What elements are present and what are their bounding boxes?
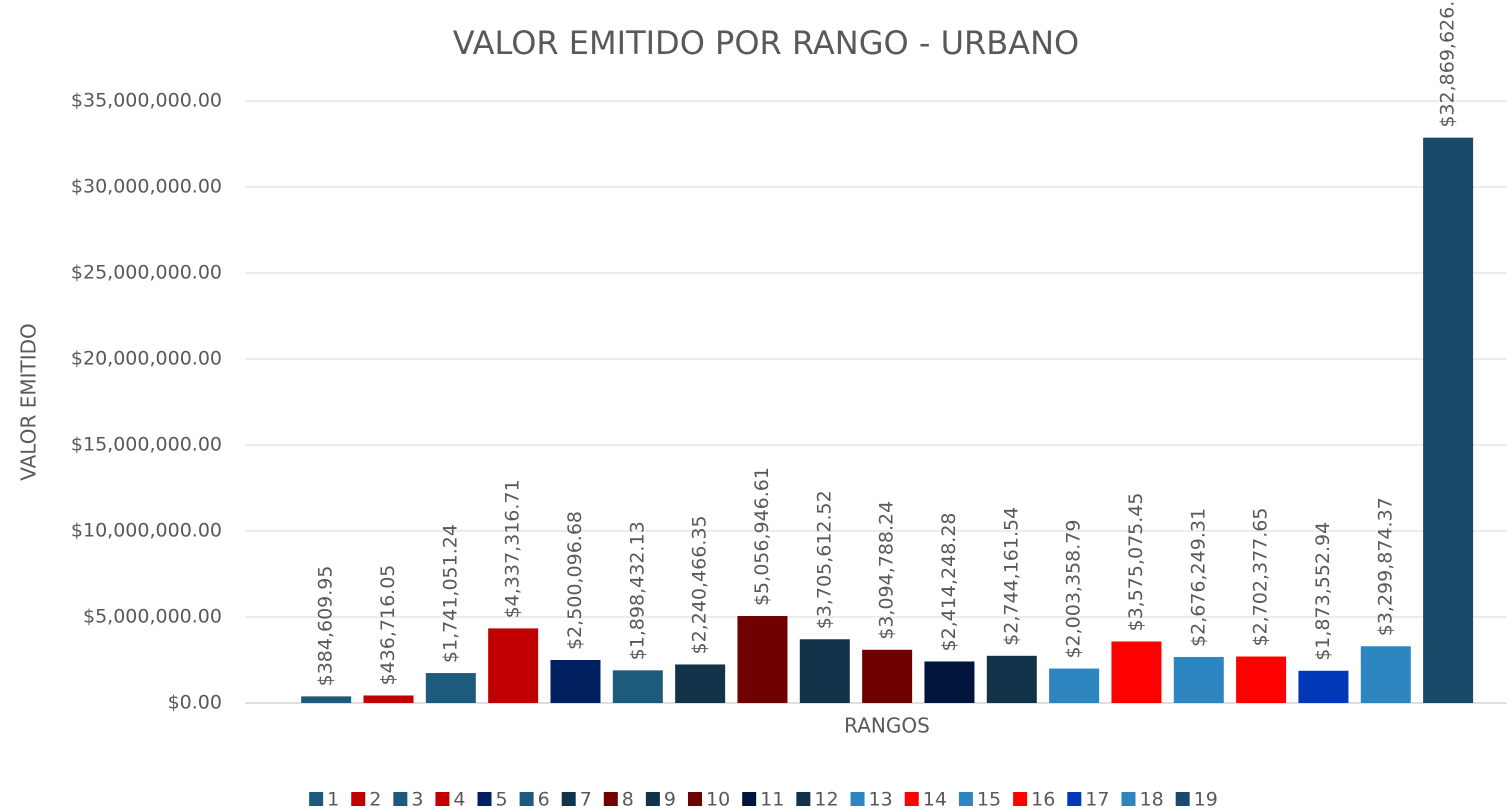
legend-swatch [645, 792, 660, 806]
legend-label: 1 [327, 789, 339, 810]
bar [612, 670, 663, 703]
y-tick-label: $5,000,000.00 [83, 606, 222, 628]
data-label: $3,575,075.45 [1125, 492, 1147, 631]
legend-swatch [1121, 792, 1136, 806]
bar [301, 696, 352, 703]
bar [1298, 670, 1349, 703]
bar [924, 661, 975, 703]
legend-swatch [1175, 792, 1190, 806]
bar [1111, 641, 1162, 703]
y-tick-label: $35,000,000.00 [71, 90, 222, 112]
legend-swatch [603, 792, 618, 806]
legend-swatch [850, 792, 865, 806]
data-label: $2,702,377.65 [1250, 508, 1272, 647]
legend-swatch [309, 792, 324, 806]
data-label: $384,609.95 [315, 566, 337, 687]
legend-swatch [958, 792, 973, 806]
data-label: $32,869,626.21 [1437, 0, 1459, 128]
legend-swatch [742, 792, 757, 806]
legend-swatch [1067, 792, 1082, 806]
data-label: $2,500,096.68 [564, 511, 586, 650]
legend-label: 17 [1085, 789, 1109, 810]
bar [862, 649, 913, 703]
legend-label: 14 [923, 789, 947, 810]
legend-label: 13 [869, 789, 893, 810]
legend-label: 6 [538, 789, 550, 810]
bar [1360, 646, 1411, 703]
y-tick-label: $30,000,000.00 [71, 176, 222, 198]
y-tick-label: $20,000,000.00 [71, 348, 222, 370]
legend-label: 5 [496, 789, 508, 810]
data-label: $3,094,788.24 [876, 501, 898, 640]
bar [1423, 137, 1474, 703]
legend-label: 9 [664, 789, 676, 810]
chart-title: VALOR EMITIDO POR RANGO - URBANO [453, 24, 1079, 62]
bar [675, 664, 726, 703]
bar [799, 639, 850, 703]
legend-swatch [519, 792, 534, 806]
data-label: $2,676,249.31 [1187, 508, 1209, 647]
data-label: $3,299,874.37 [1374, 497, 1396, 636]
y-tick-label: $10,000,000.00 [71, 520, 222, 542]
legend-swatch [1013, 792, 1028, 806]
bar [1236, 656, 1287, 703]
x-axis-title: RANGOS [844, 714, 930, 738]
bar [363, 695, 414, 703]
data-label: $4,337,316.71 [502, 479, 524, 618]
legend-swatch [351, 792, 366, 806]
legend-label: 2 [369, 789, 381, 810]
data-label: $3,705,612.52 [813, 490, 835, 629]
data-label: $436,716.05 [377, 565, 399, 686]
bar [1049, 668, 1100, 703]
bar [986, 655, 1037, 703]
legend-label: 11 [760, 789, 784, 810]
data-label: $2,240,466.35 [689, 515, 711, 654]
legend-swatch [796, 792, 811, 806]
bar [1173, 656, 1224, 703]
legend-label: 16 [1031, 789, 1055, 810]
data-label: $2,414,248.28 [938, 512, 960, 651]
bar [737, 616, 788, 703]
legend-label: 7 [580, 789, 592, 810]
legend-label: 8 [622, 789, 634, 810]
data-label: $2,744,161.54 [1000, 507, 1022, 646]
legend-label: 18 [1139, 789, 1163, 810]
data-label: $2,003,358.79 [1063, 520, 1085, 659]
y-tick-label: $15,000,000.00 [71, 434, 222, 456]
y-tick-label: $0.00 [168, 692, 222, 714]
legend-swatch [904, 792, 919, 806]
data-label: $1,741,051.24 [439, 524, 461, 663]
legend-label: 15 [977, 789, 1001, 810]
data-label: $1,873,552.94 [1312, 522, 1334, 661]
legend-label: 12 [814, 789, 838, 810]
legend-swatch [477, 792, 492, 806]
y-axis-title: VALOR EMITIDO [17, 323, 41, 481]
y-tick-label: $25,000,000.00 [71, 262, 222, 284]
bar [488, 628, 539, 703]
legend-swatch [435, 792, 450, 806]
legend-swatch [687, 792, 702, 806]
legend-label: 10 [706, 789, 730, 810]
legend-label: 19 [1194, 789, 1218, 810]
legend-label: 4 [453, 789, 465, 810]
legend-label: 3 [411, 789, 423, 810]
bar [425, 673, 476, 703]
data-label: $5,056,946.61 [751, 467, 773, 606]
legend-swatch [393, 792, 408, 806]
legend-swatch [561, 792, 576, 806]
bar [550, 659, 601, 703]
data-label: $1,898,432.13 [626, 521, 648, 660]
